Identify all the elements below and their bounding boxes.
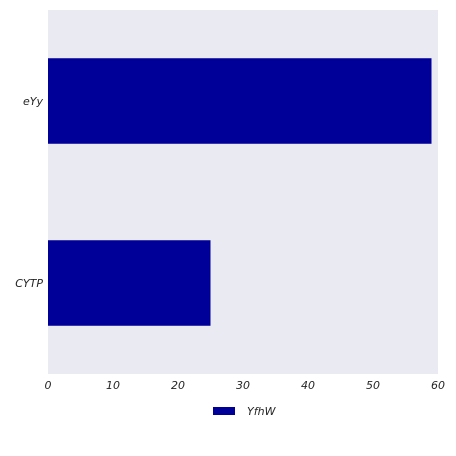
bar-eyy (48, 58, 432, 144)
x-tick-label: 40 (301, 379, 315, 392)
x-tick-label: 0 (45, 379, 52, 392)
x-axis-ticks: 0 10 20 30 40 50 60 (45, 379, 446, 392)
bars (48, 58, 432, 326)
x-tick-label: 50 (366, 379, 380, 392)
x-tick-label: 60 (431, 379, 445, 392)
x-tick-label: 20 (171, 379, 185, 392)
x-tick-label: 30 (236, 379, 250, 392)
x-tick-label: 10 (106, 379, 120, 392)
bar-cytp (48, 240, 211, 326)
category-label: eYy (23, 95, 43, 108)
category-label: CYTP (15, 277, 43, 290)
legend: YfhW (213, 405, 277, 418)
category-labels: eYy CYTP (15, 95, 43, 290)
legend-label: YfhW (247, 405, 277, 418)
legend-swatch (213, 407, 235, 415)
